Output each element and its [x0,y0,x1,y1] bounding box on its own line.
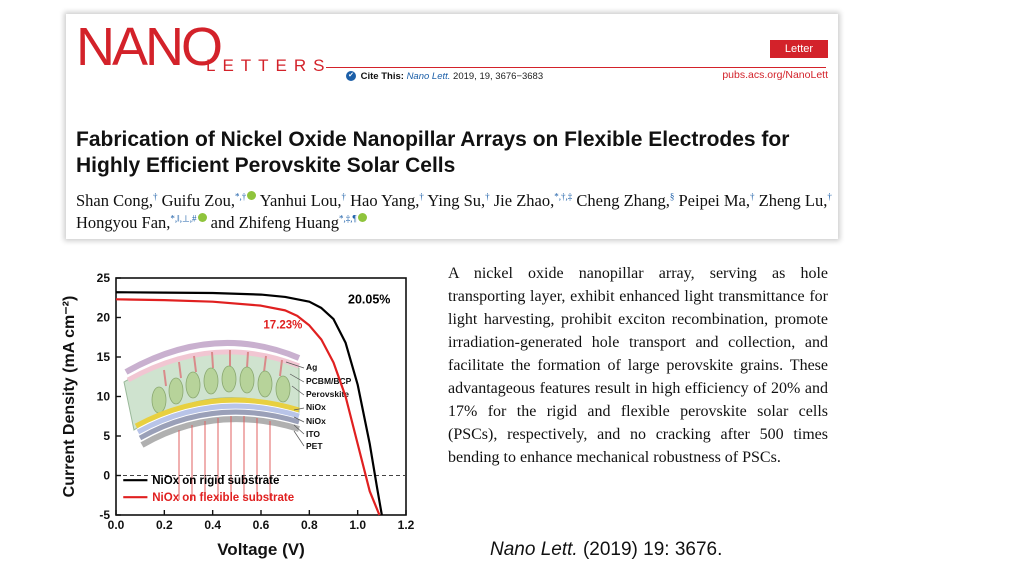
y-tick-label: 15 [97,350,111,364]
cite-this-row[interactable]: ✔ Cite This: Nano Lett. 2019, 19, 3676−3… [346,71,543,83]
check-circle-icon: ✔ [346,71,356,82]
article-type-badge: Letter [770,40,828,58]
inset-layer-label: NiOx [306,416,326,426]
legend-label-1: NiOx on flexible substrate [152,492,294,504]
header-rule [326,67,826,68]
author-list: Shan Cong,† Guifu Zou,*,† Yanhui Lou,† H… [76,190,836,234]
x-tick-label: 0.0 [108,518,125,532]
citation-journal: Nano Lett. [490,539,578,560]
series-line-0 [115,291,383,516]
author-affiliation-marks: *,† [234,191,247,202]
author-affiliation-marks: † [827,191,832,202]
x-axis-label: Voltage (V) [217,540,305,559]
author-affiliation-marks: *,†,‡ [554,191,573,202]
author-name: Hongyou Fan, [76,213,171,232]
journal-logo: NANO [76,17,223,77]
x-tick-label: 0.4 [204,518,221,532]
inset-layer-label: Perovskite [306,389,349,399]
author-name: Zheng Lu, [758,191,828,210]
x-tick-label: 1.0 [349,518,366,532]
x-tick-label: 0.2 [156,518,173,532]
x-tick-label: 1.2 [398,518,415,532]
cite-label: Cite This: [360,71,404,82]
author-name: Cheng Zhang, [576,191,670,210]
author-name: Jie Zhao, [493,191,555,210]
inset-layer-label: PCBM/BCP [306,376,352,386]
citation-rest: (2019) 19: 3676. [577,539,723,560]
device-schematic-inset: Ag PCBM/BCP Perovskite NiOx NiOx ITO PET [123,339,352,500]
y-tick-label: -5 [99,508,110,522]
author-affiliation-marks: † [485,191,490,202]
author-affiliation-marks: † [153,191,158,202]
author-name: Yanhui Lou, [259,191,342,210]
inset-layer-label: Ag [306,362,317,372]
abstract-text: A nickel oxide nanopillar array, serving… [448,265,828,466]
y-tick-label: 20 [97,311,111,325]
author-affiliation-marks: † [341,191,347,202]
author-affiliation-marks: † [419,191,424,202]
paper-title: Fabrication of Nickel Oxide Nanopillar A… [76,128,790,177]
y-tick-label: 0 [103,469,110,483]
author-affiliation-marks: *,‖,⊥,# [170,213,197,224]
journal-header-card: NANO LETTERS Letter ✔ Cite This: Nano Le… [66,14,838,239]
citation-line: Nano Lett. (2019) 19: 3676. [490,538,722,562]
inset-layer-label: ITO [306,429,320,439]
legend-label-0: NiOx on rigid substrate [152,475,279,487]
x-tick-label: 0.8 [301,518,318,532]
jv-chart: Ag PCBM/BCP Perovskite NiOx NiOx ITO PET 0.0 0.… [61,271,415,559]
orcid-icon[interactable] [357,212,367,222]
orcid-icon[interactable] [247,190,257,200]
y-tick-label: 10 [97,390,111,404]
author-name: Peipei Ma, [678,191,750,210]
inset-layer-label: NiOx [306,402,326,412]
journal-logo-subtitle: LETTERS [206,56,332,75]
author-affiliation-marks: † [749,191,755,202]
journal-url[interactable]: pubs.acs.org/NanoLett [722,69,828,81]
author-name: Ying Su, [427,191,486,210]
efficiency-label-rigid: 20.05% [348,292,390,306]
jv-curve-figure: Ag PCBM/BCP Perovskite NiOx NiOx ITO PET 0.0 0.… [54,260,426,576]
orcid-icon[interactable] [197,212,207,222]
author-name: Hao Yang, [350,191,420,210]
cite-reference: 2019, 19, 3676−3683 [453,71,544,82]
author-affiliation-marks: *,‡,¶ [338,213,357,224]
efficiency-label-flexible: 17.23% [263,320,302,332]
author-name: and Zhifeng Huang [210,213,339,232]
x-tick-label: 0.6 [253,518,270,532]
author-affiliation-marks: § [669,191,675,202]
y-tick-label: 25 [97,271,111,285]
y-axis-label: Current Density (mA cm⁻²) [61,296,78,498]
cite-journal: Nano Lett. [406,71,451,82]
author-name: Guifu Zou, [161,191,235,210]
y-tick-label: 5 [103,429,110,443]
author-name: Shan Cong, [76,191,154,210]
inset-layer-label: PET [306,441,323,451]
series-line-1 [115,298,381,516]
